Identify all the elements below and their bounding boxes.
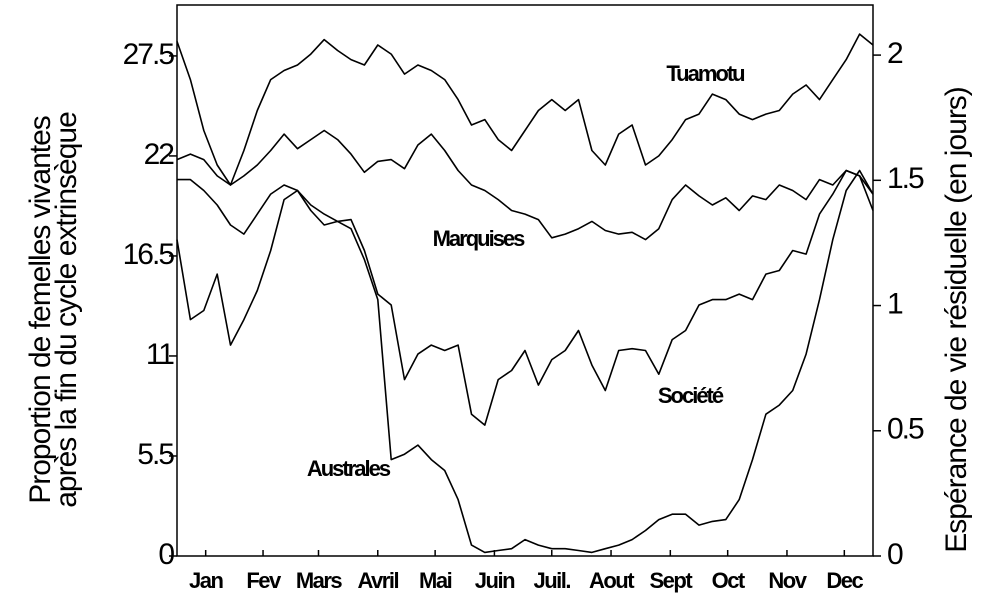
x-tick-label: Sept — [649, 568, 693, 593]
x-tick-label: Fev — [246, 568, 282, 593]
series-label: Tuamotu — [666, 61, 744, 86]
x-tick-label: Mars — [296, 568, 343, 593]
series-label: Société — [658, 383, 724, 408]
y-axis-title: après la fin du cycle extrinsèque — [50, 112, 83, 508]
y-tick-label: 16.5 — [123, 238, 175, 271]
y-tick-label: 27.5 — [123, 38, 175, 71]
y2-tick-label: 0 — [887, 538, 903, 571]
series-line — [176, 169, 874, 426]
x-tick-label: Avril — [357, 568, 398, 593]
x-tick-label: Juil. — [534, 568, 571, 593]
y2-tick-label: 2 — [887, 37, 903, 70]
x-tick-label: Jan — [189, 568, 223, 593]
y2-axis-title: Espérance de vie résiduelle (en jours) — [940, 87, 973, 553]
plot-frame — [176, 4, 874, 557]
x-tick-label: Aout — [589, 568, 635, 593]
x-tick-label: Dec — [826, 568, 863, 593]
series-label: Marquises — [433, 226, 526, 251]
y2-tick-label: 1.5 — [887, 162, 924, 195]
series-label: Australes — [307, 456, 391, 481]
series-line — [177, 169, 874, 554]
y-tick-label: 5.5 — [137, 438, 174, 471]
y-axis-title: Proportion de femelles vivantes — [24, 116, 57, 504]
x-tick-label: Mai — [419, 568, 452, 593]
x-tick-label: Nov — [768, 568, 807, 593]
y-tick-label: 0 — [158, 538, 174, 571]
y-tick-label: 11 — [146, 338, 174, 371]
series-line — [176, 129, 874, 241]
y2-tick-label: 1 — [887, 287, 903, 320]
y-tick-label: 22 — [144, 138, 175, 171]
x-tick-label: Oct — [712, 568, 746, 593]
series-line — [176, 33, 874, 186]
x-tick-label: Juin — [475, 568, 515, 593]
y2-tick-label: 0.5 — [887, 413, 924, 446]
